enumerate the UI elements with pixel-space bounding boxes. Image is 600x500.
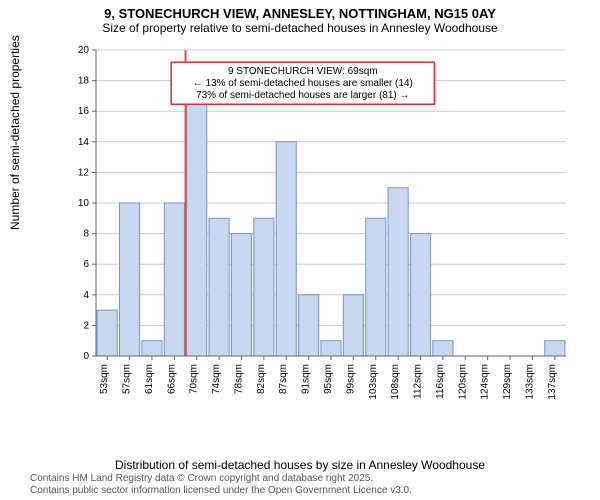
- svg-text:74sqm: 74sqm: [211, 364, 222, 394]
- svg-text:133sqm: 133sqm: [524, 364, 535, 400]
- bar: [388, 188, 408, 356]
- svg-text:103sqm: 103sqm: [368, 364, 379, 400]
- callout-line2: ← 13% of semi-detached houses are smalle…: [193, 78, 413, 89]
- svg-text:120sqm: 120sqm: [457, 364, 468, 400]
- svg-text:57sqm: 57sqm: [122, 364, 133, 394]
- footer-line1: Contains HM Land Registry data © Crown c…: [30, 473, 412, 485]
- bar: [321, 341, 341, 356]
- svg-text:2: 2: [83, 320, 89, 331]
- svg-text:12: 12: [78, 167, 90, 178]
- svg-text:95sqm: 95sqm: [323, 364, 334, 394]
- chart-area: 0 2 4 6 8 10 12 14 16 18 20 53sqm 57sqm 61sqm 66sqm 70s…: [62, 46, 572, 416]
- svg-text:10: 10: [78, 198, 90, 209]
- x-axis-label: Distribution of semi-detached houses by …: [0, 458, 600, 472]
- svg-text:16: 16: [78, 106, 90, 117]
- callout-line3: 73% of semi-detached houses are larger (…: [196, 90, 409, 101]
- bar: [433, 341, 453, 356]
- svg-text:108sqm: 108sqm: [390, 364, 401, 400]
- svg-text:0: 0: [83, 351, 89, 362]
- bar: [142, 341, 162, 356]
- bar: [410, 234, 430, 356]
- callout-line1: 9 STONECHURCH VIEW: 69sqm: [228, 66, 378, 77]
- svg-text:87sqm: 87sqm: [278, 364, 289, 394]
- svg-text:4: 4: [83, 290, 89, 301]
- bar: [187, 81, 207, 356]
- title-block: 9, STONECHURCH VIEW, ANNESLEY, NOTTINGHA…: [0, 0, 600, 35]
- svg-text:14: 14: [78, 137, 90, 148]
- svg-text:91sqm: 91sqm: [301, 364, 312, 394]
- svg-text:99sqm: 99sqm: [345, 364, 356, 394]
- bar: [164, 203, 184, 356]
- svg-text:61sqm: 61sqm: [144, 364, 155, 394]
- svg-text:82sqm: 82sqm: [256, 364, 267, 394]
- footer-line2: Contains public sector information licen…: [30, 485, 412, 497]
- bar: [209, 218, 229, 356]
- svg-text:66sqm: 66sqm: [166, 364, 177, 394]
- attribution-footer: Contains HM Land Registry data © Crown c…: [30, 473, 412, 497]
- svg-text:137sqm: 137sqm: [547, 364, 558, 400]
- bar: [231, 234, 251, 356]
- svg-text:116sqm: 116sqm: [435, 364, 446, 399]
- bar: [545, 341, 565, 356]
- svg-text:70sqm: 70sqm: [189, 364, 200, 394]
- histogram-chart: 0 2 4 6 8 10 12 14 16 18 20 53sqm 57sqm 61sqm 66sqm 70s…: [62, 46, 572, 416]
- svg-text:20: 20: [78, 46, 90, 56]
- chart-container: 9, STONECHURCH VIEW, ANNESLEY, NOTTINGHA…: [0, 0, 600, 500]
- svg-text:6: 6: [83, 259, 89, 270]
- svg-text:8: 8: [83, 229, 89, 240]
- svg-text:124sqm: 124sqm: [480, 364, 491, 400]
- y-axis-label: Number of semi-detached properties: [8, 35, 22, 230]
- svg-text:53sqm: 53sqm: [99, 364, 110, 394]
- bar: [343, 295, 363, 356]
- svg-text:18: 18: [78, 76, 90, 87]
- svg-text:78sqm: 78sqm: [233, 364, 244, 394]
- bar: [276, 142, 296, 356]
- bar: [254, 218, 274, 356]
- bar: [299, 295, 319, 356]
- bar: [97, 310, 117, 356]
- svg-text:129sqm: 129sqm: [502, 364, 513, 400]
- title-sub: Size of property relative to semi-detach…: [0, 21, 600, 35]
- bar: [120, 203, 140, 356]
- bar: [366, 218, 386, 356]
- title-main: 9, STONECHURCH VIEW, ANNESLEY, NOTTINGHA…: [0, 6, 600, 21]
- svg-text:112sqm: 112sqm: [413, 364, 424, 399]
